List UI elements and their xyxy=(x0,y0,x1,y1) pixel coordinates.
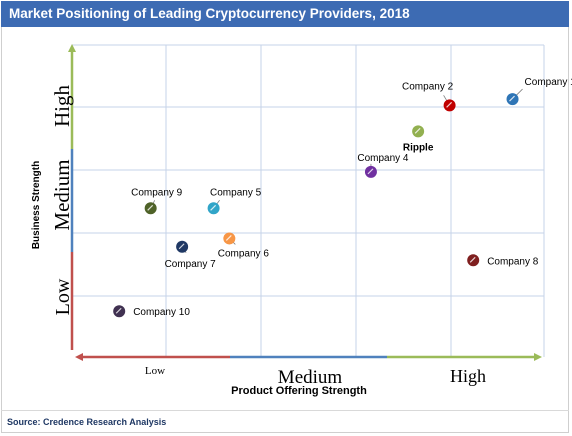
point-label-company-2: Company 2 xyxy=(402,81,454,92)
point-label-company-5: Company 5 xyxy=(210,187,262,198)
y-axis-label: Business Strength xyxy=(31,161,42,249)
point-label-company-1: Company 1 xyxy=(525,77,572,88)
point-highlight xyxy=(178,243,185,250)
point-company-10 xyxy=(113,305,126,318)
point-highlight xyxy=(115,307,122,314)
point-label-company-4: Company 4 xyxy=(357,153,409,164)
point-label-company-9: Company 9 xyxy=(131,187,183,198)
grid-lines xyxy=(72,44,545,357)
chart-title: Market Positioning of Leading Cryptocurr… xyxy=(9,6,410,21)
point-label-ripple: Ripple xyxy=(403,142,434,153)
point-label-company-8: Company 8 xyxy=(487,256,539,267)
point-company-9 xyxy=(144,202,157,215)
y-level-label: High xyxy=(50,85,74,128)
x-level-label: Medium xyxy=(278,367,343,388)
footer-divider xyxy=(1,410,569,411)
point-highlight xyxy=(446,101,453,108)
point-label-company-10: Company 10 xyxy=(133,307,190,318)
title-bar: Market Positioning of Leading Cryptocurr… xyxy=(1,1,569,27)
point-highlight xyxy=(469,256,476,263)
y-level-label: Low xyxy=(52,278,74,315)
point-company-7 xyxy=(176,240,189,253)
x-level-label: High xyxy=(450,366,486,386)
point-label-company-6: Company 6 xyxy=(218,248,270,259)
point-company-5 xyxy=(207,202,220,215)
point-label-company-7: Company 7 xyxy=(165,259,217,270)
axis-level-labels: Low Medium High Low Medium High xyxy=(50,85,486,389)
point-company-2 xyxy=(443,99,456,112)
point-highlight xyxy=(225,235,232,241)
point-ripple xyxy=(412,125,425,138)
point-company-1 xyxy=(506,93,519,106)
point-highlight xyxy=(147,204,154,211)
source-note: Source: Credence Research Analysis xyxy=(7,417,167,427)
point-highlight xyxy=(210,204,217,211)
point-company-4 xyxy=(364,165,377,178)
x-axis-label: Product Offering Strength xyxy=(231,385,367,397)
point-highlight xyxy=(509,95,515,102)
axes xyxy=(68,44,542,361)
point-company-8 xyxy=(467,254,480,267)
x-level-label: Low xyxy=(145,365,165,377)
point-highlight xyxy=(367,168,374,175)
y-level-label: Medium xyxy=(50,159,74,230)
point-company-6 xyxy=(223,232,236,245)
point-highlight xyxy=(414,127,421,134)
